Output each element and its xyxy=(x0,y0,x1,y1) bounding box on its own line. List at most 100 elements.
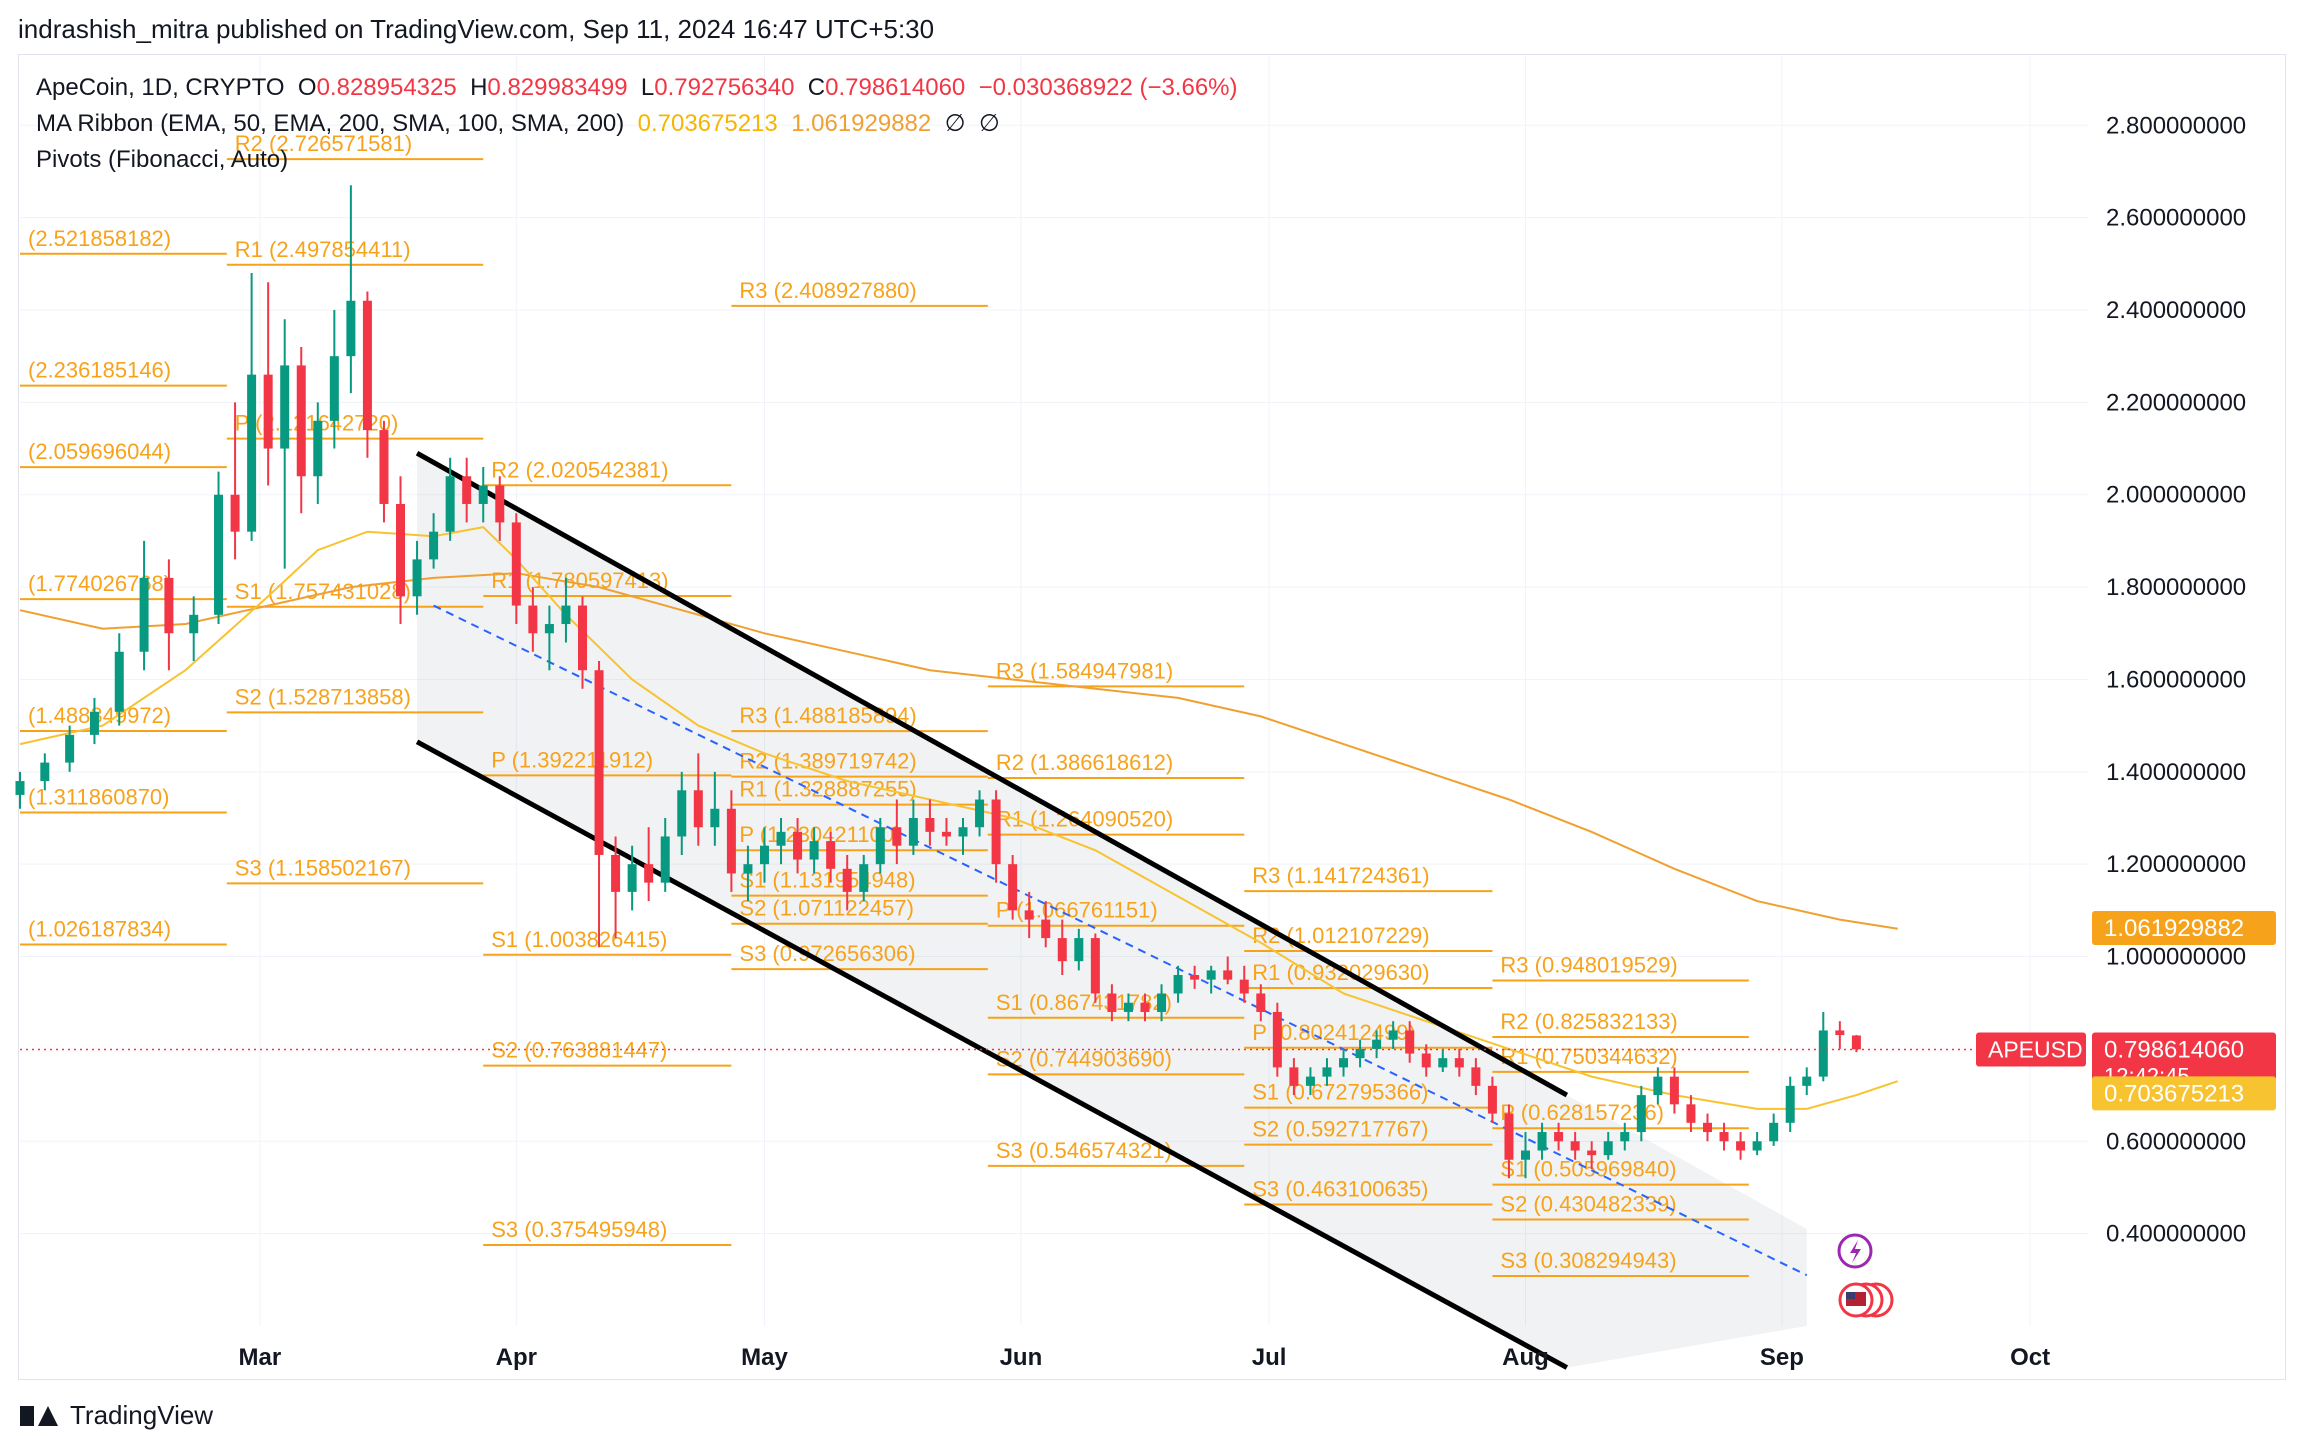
ma-ribbon-label: MA Ribbon (EMA, 50, EMA, 200, SMA, 100, … xyxy=(36,110,625,137)
candle-body xyxy=(1305,1076,1315,1086)
candle-body xyxy=(1537,1132,1547,1151)
candle-body xyxy=(1471,1067,1481,1086)
pivot-label: S1 (1.131954948) xyxy=(739,868,915,893)
candle-body xyxy=(1603,1141,1613,1156)
pivot-label: S3 (0.375495948) xyxy=(491,1217,667,1242)
x-tick-label: Oct xyxy=(2010,1344,2050,1371)
pivot-label: S3 (1.158502167) xyxy=(235,855,411,880)
channel-shade-area xyxy=(417,453,1807,1368)
candle-body xyxy=(65,734,75,763)
candle-body xyxy=(1339,1058,1349,1068)
symbol-tag-label: APEUSD xyxy=(1988,1037,2083,1063)
pivot-label: S2 (1.528713858) xyxy=(235,684,411,709)
candle-body xyxy=(627,864,637,892)
ma-ribbon-row: MA Ribbon (EMA, 50, EMA, 200, SMA, 100, … xyxy=(36,106,1238,142)
pivot-label: R2 (2.726571581) xyxy=(235,131,412,156)
candle-body xyxy=(1736,1141,1746,1151)
candle-body xyxy=(1272,1011,1282,1068)
candle-body xyxy=(478,485,488,504)
pivot-label: (1.311860870) xyxy=(28,785,170,810)
candle-body xyxy=(1140,1002,1150,1012)
ma-slow-line xyxy=(19,572,1898,930)
pivot-label: R2 (0.825832133) xyxy=(1500,1009,1677,1034)
x-axis: Mar Apr May Jun Jul Aug Sep Oct xyxy=(239,1344,2051,1371)
pivot-label: P (0.628157236) xyxy=(1500,1100,1664,1125)
candle-body xyxy=(528,605,538,634)
candle-body xyxy=(859,864,869,892)
candle-body xyxy=(710,808,720,828)
x-tick-label: Aug xyxy=(1502,1344,1549,1371)
candle-body xyxy=(1636,1095,1646,1133)
price-tag-value: 0.798614060 xyxy=(2104,1037,2244,1064)
y-tick-label: 2.600000000 xyxy=(2106,205,2246,232)
pivot-label: (1.488349972) xyxy=(28,703,171,728)
candle-body xyxy=(313,420,323,477)
candle-body xyxy=(759,845,769,865)
candle-body xyxy=(892,827,902,846)
footer-brand[interactable]: TradingView xyxy=(20,1400,213,1431)
pivot-label: (1.026187834) xyxy=(28,916,171,941)
candle-body xyxy=(247,374,257,532)
candle-body xyxy=(1405,1030,1415,1054)
candle-body xyxy=(230,494,240,532)
price-tag-value: 1.061929882 xyxy=(2104,915,2244,942)
candle-body xyxy=(544,624,554,634)
symbol-tag-box xyxy=(1976,1032,2086,1067)
candle-body xyxy=(826,841,836,869)
candle-body xyxy=(1785,1085,1795,1123)
high-label: H xyxy=(470,74,488,101)
y-tick-label: 1.800000000 xyxy=(2106,574,2246,601)
pivot-label: S3 (0.546574321) xyxy=(996,1138,1172,1163)
pivot-label: S2 (0.430482339) xyxy=(1500,1192,1676,1217)
candle-body xyxy=(842,868,852,892)
candle-body xyxy=(412,559,422,597)
candle-body xyxy=(925,818,935,832)
candle-body xyxy=(1669,1076,1679,1105)
tradingview-logo-icon xyxy=(20,1404,60,1428)
us-flag-canton xyxy=(1846,1292,1855,1299)
candle-body xyxy=(1157,993,1167,1012)
candle-body xyxy=(1487,1085,1497,1114)
y-tick-label: 1.000000000 xyxy=(2106,944,2246,971)
candle-body xyxy=(1521,1150,1531,1160)
candle-body xyxy=(958,827,968,837)
candles xyxy=(15,185,2088,1179)
candle-body xyxy=(743,864,753,874)
pivot-label: (2.236185146) xyxy=(28,358,171,383)
publisher-line: indrashish_mitra published on TradingVie… xyxy=(18,14,935,44)
y-tick-label: 0.400000000 xyxy=(2106,1221,2246,1248)
pivot-label: S2 (0.744903690) xyxy=(996,1046,1172,1071)
pivot-label: R3 (0.948019529) xyxy=(1500,953,1677,978)
candle-body xyxy=(1008,864,1018,911)
pivot-label: R2 (2.020542381) xyxy=(491,457,668,482)
candle-body xyxy=(1835,1030,1845,1036)
candle-body xyxy=(793,831,803,860)
candle-body xyxy=(1107,993,1117,1012)
candle-body xyxy=(1057,938,1067,962)
candle-body xyxy=(577,605,587,671)
candle-body xyxy=(991,799,1001,865)
symbol-label: ApeCoin, 1D, CRYPTO xyxy=(36,74,285,101)
ma-value-1: 0.703675213 xyxy=(637,110,778,137)
candle-body xyxy=(1372,1039,1382,1049)
pivot-label: S3 (0.308294943) xyxy=(1500,1248,1676,1273)
candle-body xyxy=(379,430,389,504)
ma-value-2: 1.061929882 xyxy=(791,110,932,137)
candle-body xyxy=(1024,910,1034,920)
candle-body xyxy=(908,818,918,846)
pivot-label: (2.521858182) xyxy=(28,226,171,251)
pivot-label: R1 (0.932029630) xyxy=(1252,960,1429,985)
candle-body xyxy=(809,841,819,860)
channel-lower-line xyxy=(415,739,1569,1370)
trend-dashed-line xyxy=(433,604,1808,1277)
candle-body xyxy=(776,831,786,846)
brand-name: TradingView xyxy=(70,1400,214,1430)
candle-body xyxy=(1041,919,1051,939)
candle-body xyxy=(1388,1030,1398,1040)
pivot-label: R3 (2.408927880) xyxy=(739,278,916,303)
pivot-label: R2 (1.386618612) xyxy=(996,750,1173,775)
candle-body xyxy=(1173,975,1183,994)
candle-body xyxy=(114,651,124,712)
candle-body xyxy=(1206,970,1216,980)
